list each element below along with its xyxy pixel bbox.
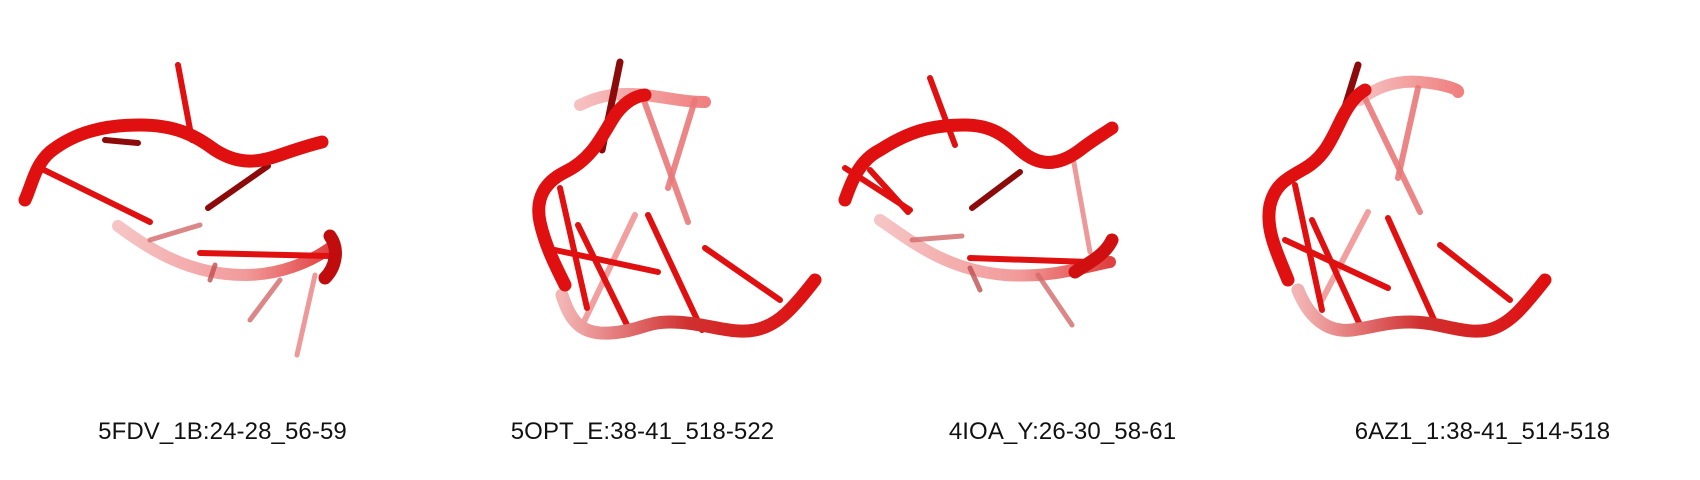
rna-structure-render-3 — [838, 75, 1119, 328]
structure-panel-1: 5FDV_1B:24-28_56-59 — [10, 0, 435, 480]
structure-panel-3: 4IOA_Y:26-30_58-61 — [838, 0, 1275, 480]
structure-label-3: 4IOA_Y:26-30_58-61 — [948, 418, 1177, 445]
rna-structure-render-2 — [532, 58, 822, 340]
rna-structure-render-1 — [18, 62, 342, 358]
structure-label-2: 5OPT_E:38-41_518-522 — [510, 418, 775, 445]
structure-label-4: 6AZ1_1:38-41_514-518 — [1354, 418, 1611, 445]
rna-structure-render-4 — [1262, 61, 1552, 338]
structure-panel-4: 6AZ1_1:38-41_514-518 — [1262, 0, 1695, 480]
structure-panel-2: 5OPT_E:38-41_518-522 — [430, 0, 855, 480]
structure-label-1: 5FDV_1B:24-28_56-59 — [98, 418, 347, 445]
